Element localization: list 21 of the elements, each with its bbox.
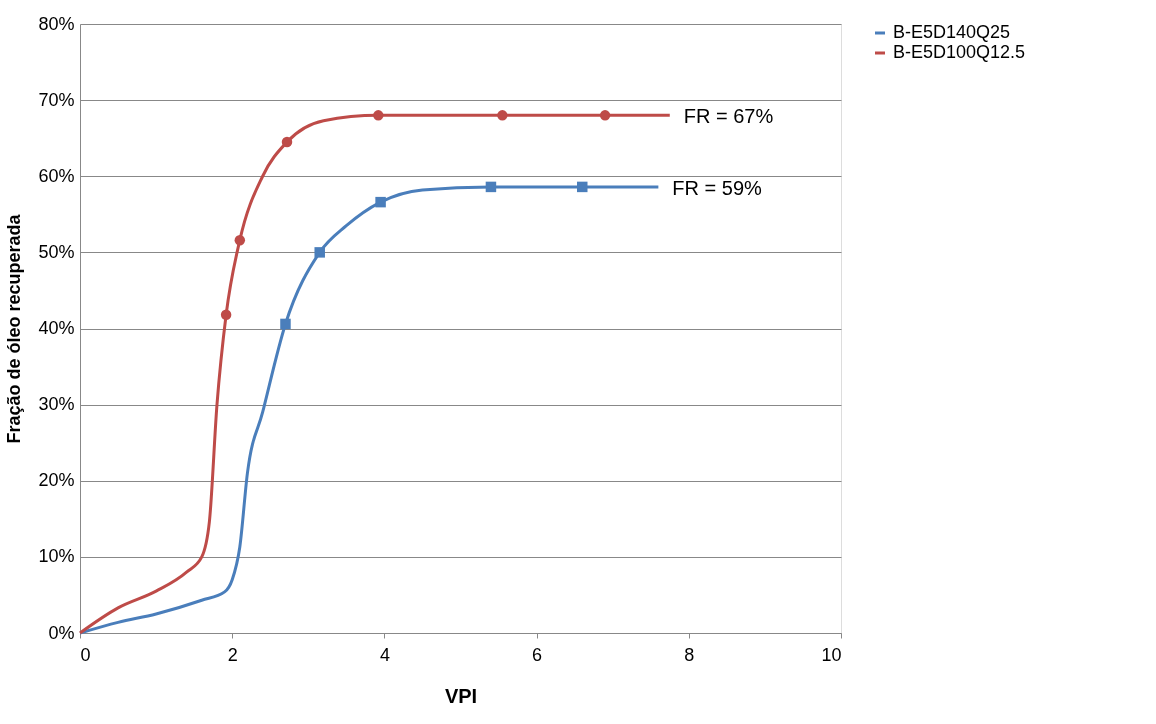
- y-tick-label: 30%: [38, 394, 75, 415]
- x-tick-label: 6: [532, 644, 543, 665]
- y-tick-label: 0%: [48, 622, 75, 643]
- y-axis-title: Fração de óleo recuperada: [4, 213, 25, 444]
- x-tick-label: 0: [80, 644, 91, 665]
- legend-label: B-E5D100Q12.5: [893, 42, 1026, 62]
- x-tick-label: 4: [379, 644, 390, 665]
- y-tick-label: 50%: [38, 241, 75, 262]
- y-tick-label: 70%: [38, 89, 75, 110]
- legend-label: B-E5D140Q25: [893, 22, 1011, 42]
- x-axis-title: VPI: [444, 684, 478, 707]
- x-tick-label: 2: [227, 644, 238, 665]
- annotation: FR = 59%: [672, 176, 763, 199]
- y-tick-label: 40%: [38, 318, 75, 338]
- x-tick-label: 8: [684, 644, 695, 665]
- y-tick-label: 80%: [38, 13, 75, 34]
- y-tick-label: 60%: [38, 165, 75, 186]
- annotation: FR = 67%: [683, 105, 774, 128]
- y-tick-label: 10%: [38, 546, 75, 567]
- y-tick-label: 20%: [38, 470, 75, 491]
- x-tick-label: 10: [821, 644, 842, 665]
